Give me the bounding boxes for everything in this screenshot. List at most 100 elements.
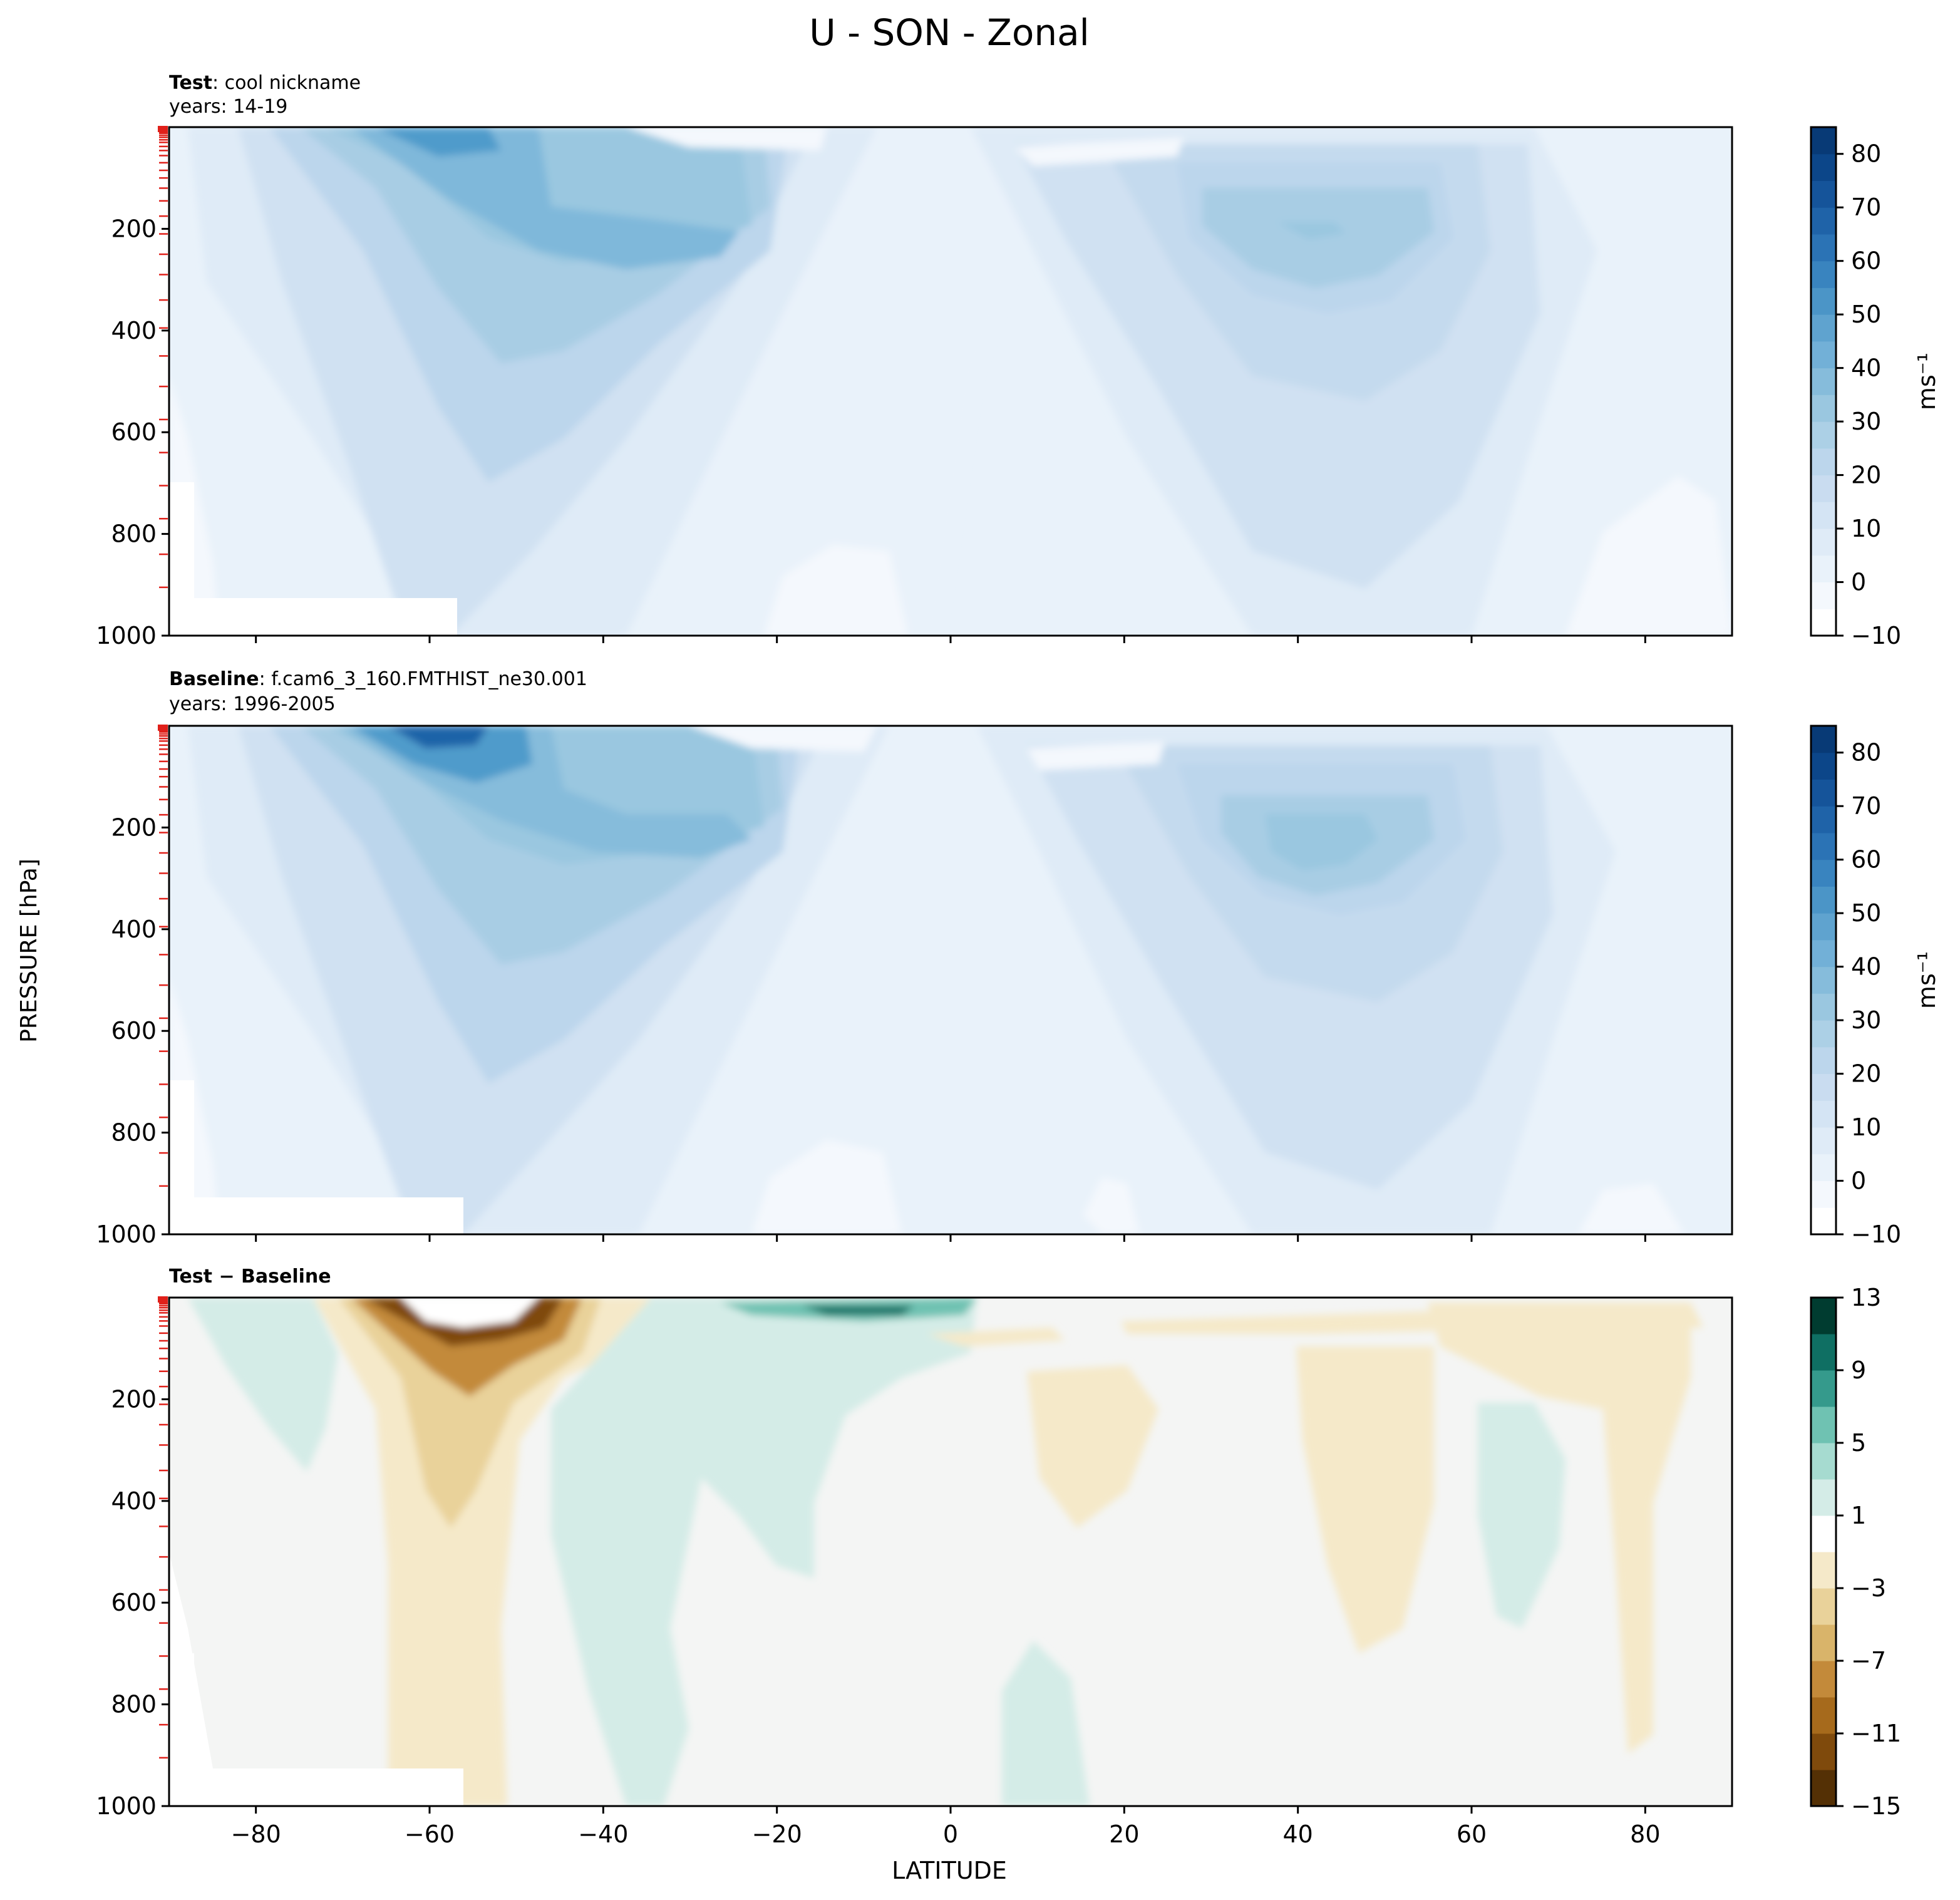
equatorial-weak-patch	[751, 1140, 902, 1234]
y-tick-label: 800	[111, 520, 157, 548]
colorbar-swatch	[1811, 287, 1836, 315]
colorbar-frame	[1810, 126, 1837, 637]
panel-difference-x-ticks: −80 −60 −40 −20 0 20 40 60 80	[231, 1806, 1661, 1848]
panel-difference-label-bold: Test − Baseline	[169, 1266, 331, 1288]
y-tick-label: 200	[111, 215, 157, 242]
colorbar-swatch	[1811, 1127, 1836, 1155]
sh-jet-core	[351, 726, 532, 783]
y-tick-label: 400	[111, 317, 157, 344]
colorbar-swatch	[1811, 475, 1836, 502]
colorbar-tick-label: 80	[1851, 739, 1881, 767]
level-tick-cluster	[158, 1296, 168, 1303]
colorbar-swatch	[1811, 1154, 1836, 1182]
antarctica-terrain-mask-2	[169, 482, 194, 607]
equatorial-weak-patch	[764, 545, 908, 636]
colorbar-swatch	[1811, 421, 1836, 449]
nh-subtropic-negative	[1027, 1365, 1158, 1528]
panel-test-header: Test: cool nickname	[169, 72, 361, 94]
colorbar-tick-label: 9	[1851, 1356, 1866, 1384]
colorbar-swatch	[1811, 448, 1836, 476]
colorbar-swatch	[1811, 261, 1836, 288]
colorbar-swatch	[1811, 993, 1836, 1021]
y-axis-label: PRESSURE [hPa]	[16, 859, 42, 1043]
panel-test-level-ticks	[158, 126, 168, 589]
colorbar-swatch	[1811, 1443, 1836, 1480]
colorbar-swatch	[1811, 1479, 1836, 1516]
tropical-positive-peak	[802, 1306, 914, 1315]
panel-difference-level-ticks	[158, 1296, 168, 1759]
colorbar-swatch	[1811, 1770, 1836, 1807]
x-tick-label: −60	[405, 1820, 455, 1848]
antarctica-terrain-mask	[169, 1197, 463, 1234]
x-tick-label: −80	[231, 1820, 281, 1848]
colorbar-tick-label: 10	[1851, 515, 1881, 542]
colorbar-tick-label: 10	[1851, 1113, 1881, 1141]
colorbar-tick-label: −11	[1851, 1720, 1901, 1747]
panel-test-years: years: 14-19	[169, 96, 287, 118]
x-tick-label: 40	[1282, 1820, 1313, 1848]
polar-stratosphere-blank	[401, 1298, 539, 1328]
y-tick-label: 1000	[96, 1221, 157, 1248]
colorbar-swatch	[1811, 832, 1836, 860]
colorbar-tick-label: 60	[1851, 846, 1881, 874]
x-tick-label: −20	[752, 1820, 802, 1848]
nh-jet-peak	[1277, 222, 1346, 239]
colorbar-swatch	[1811, 314, 1836, 342]
colorbar-tick-label: −15	[1851, 1792, 1901, 1820]
y-tick-label: 600	[111, 1589, 157, 1616]
panel-difference-y-ticks: 200 400 600 800 1000	[96, 1385, 169, 1820]
y-tick-label: 1000	[96, 1792, 157, 1820]
colorbar-swatch	[1811, 752, 1836, 780]
colorbar-swatch	[1811, 886, 1836, 914]
colorbar-swatch	[1811, 555, 1836, 583]
panel-baseline-y-ticks: 200 400 600 800 1000	[96, 813, 169, 1248]
x-tick-label: 60	[1457, 1820, 1487, 1848]
colorbar-tick-label: −3	[1851, 1574, 1886, 1602]
colorbar-swatch	[1811, 966, 1836, 994]
colorbar-swatch	[1811, 127, 1836, 155]
y-tick-label: 200	[111, 1385, 157, 1413]
panel-difference-header: Test − Baseline	[169, 1266, 331, 1288]
x-tick-label: 20	[1109, 1820, 1139, 1848]
colorbar-swatch	[1811, 1073, 1836, 1101]
colorbar-swatch	[1811, 1207, 1836, 1235]
y-tick-label: 400	[111, 1487, 157, 1515]
colorbar-tick-label: 50	[1851, 899, 1881, 927]
y-tick-label: 600	[111, 418, 157, 446]
arctic-negative	[1428, 1303, 1691, 1753]
colorbar-swatch	[1811, 1370, 1836, 1407]
stratosphere-weak-band-2	[1014, 138, 1184, 166]
panel-baseline-colorbar: −10 0 10 20 30 40 50 60 70 80 ms⁻¹	[1810, 725, 1941, 1248]
level-tick-cluster	[158, 126, 168, 132]
colorbar-tick-label: 70	[1851, 792, 1881, 820]
colorbar-tick-label: 20	[1851, 1060, 1881, 1088]
colorbar-swatch	[1811, 341, 1836, 369]
nh-lower-positive	[1002, 1641, 1090, 1806]
tropical-positive-region	[551, 1298, 977, 1806]
panel-test: Test: cool nickname years: 14-19	[96, 72, 1941, 649]
antarctica-terrain-slope	[169, 1553, 213, 1768]
sh-positive-region	[188, 1298, 338, 1472]
panel-baseline-years: years: 1996-2005	[169, 693, 336, 715]
nh-subtropic-weak-patch	[1083, 1177, 1140, 1234]
level-tick-cluster	[158, 725, 168, 731]
nh-jet-peak	[1265, 814, 1378, 870]
sh-jet-peak	[376, 127, 501, 157]
colorbar-tick-label: 1	[1851, 1502, 1866, 1529]
colorbar-swatch	[1811, 582, 1836, 609]
antarctica-terrain-mask-2	[169, 1080, 194, 1206]
colorbar-tick-label: 50	[1851, 301, 1881, 328]
equatorial-negative-band	[927, 1328, 1065, 1346]
colorbar-swatch	[1811, 529, 1836, 556]
arctic-weak-patch	[1565, 476, 1732, 636]
colorbar-swatch	[1811, 609, 1836, 636]
colorbar-swatch	[1811, 1552, 1836, 1589]
panel-test-label-bold: Test	[169, 72, 212, 94]
colorbar-swatch	[1811, 1733, 1836, 1770]
panel-test-x-ticks	[255, 636, 1646, 643]
y-tick-label: 800	[111, 1119, 157, 1147]
panel-baseline-header: Baseline: f.cam6_3_160.FMTHIST_ne30.001	[169, 668, 587, 690]
panel-baseline: Baseline: f.cam6_3_160.FMTHIST_ne30.001 …	[96, 668, 1941, 1248]
nh-jet-core	[1202, 188, 1434, 288]
colorbar-tick-label: 70	[1851, 194, 1881, 221]
